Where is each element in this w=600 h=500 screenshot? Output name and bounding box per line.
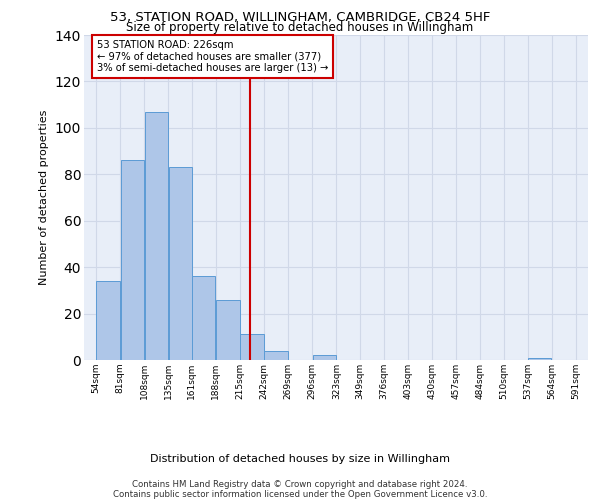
Bar — [240, 334, 264, 360]
Bar — [192, 276, 215, 360]
Bar — [216, 300, 239, 360]
Text: 53, STATION ROAD, WILLINGHAM, CAMBRIDGE, CB24 5HF: 53, STATION ROAD, WILLINGHAM, CAMBRIDGE,… — [110, 11, 490, 24]
Text: 53 STATION ROAD: 226sqm
← 97% of detached houses are smaller (377)
3% of semi-de: 53 STATION ROAD: 226sqm ← 97% of detache… — [97, 40, 328, 73]
Bar — [169, 168, 192, 360]
Bar — [265, 350, 288, 360]
Bar — [121, 160, 144, 360]
Bar — [97, 281, 120, 360]
Text: Size of property relative to detached houses in Willingham: Size of property relative to detached ho… — [127, 22, 473, 35]
Text: Contains HM Land Registry data © Crown copyright and database right 2024.
Contai: Contains HM Land Registry data © Crown c… — [113, 480, 487, 499]
Bar — [313, 356, 336, 360]
Bar — [528, 358, 551, 360]
Bar — [145, 112, 168, 360]
Y-axis label: Number of detached properties: Number of detached properties — [39, 110, 49, 285]
Text: Distribution of detached houses by size in Willingham: Distribution of detached houses by size … — [150, 454, 450, 464]
